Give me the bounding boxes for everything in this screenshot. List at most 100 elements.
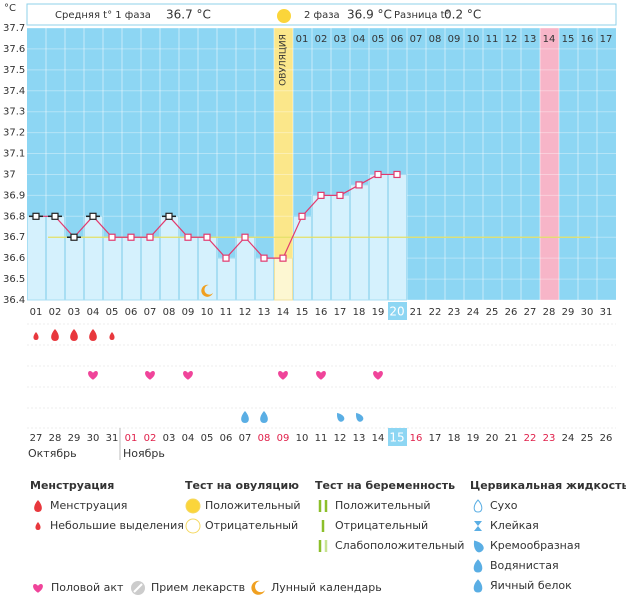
date-label: 30 [87,433,100,444]
legend-item: Половой акт [51,581,124,594]
legend-icon [473,559,483,573]
date-label: 18 [448,433,461,444]
date-label: 10 [296,433,309,444]
temperature-point [374,170,382,179]
post-ovulation-day: 15 [562,34,575,45]
y-tick-label: 37.7 [3,23,25,34]
date-label: 13 [353,433,366,444]
day-label: 27 [524,307,537,318]
heart [183,370,193,380]
creamy [356,412,364,422]
date-label: 31 [106,433,119,444]
temperature-bar [350,184,369,301]
header-bar [26,3,617,26]
day-label: 10 [201,307,214,318]
post-ovulation-day: 04 [353,34,366,45]
legend-item: Отрицательный [335,519,428,532]
date-label: 05 [201,433,214,444]
day-label: 20 [389,305,404,319]
egg-white [241,411,249,423]
y-tick-label: 37.2 [3,128,25,139]
legend-item: Кремообразная [490,539,580,552]
day-label: 09 [182,307,195,318]
day-label: 04 [87,307,100,318]
legend-item: Сухо [490,499,518,512]
day-label: 02 [49,307,62,318]
legend-icon [133,583,143,593]
date-label: 16 [410,433,423,444]
y-tick-label: 37 [3,169,16,180]
date-label: 27 [30,433,43,444]
flagged-point [70,233,78,241]
current-day [388,302,407,320]
date-label: 24 [562,433,575,444]
temperature-bar [122,236,141,301]
legend-item: Положительный [205,499,301,512]
phase1: Средняя t° 1 фаза [55,10,151,21]
flagged-point [165,212,173,220]
legend-item: Слабоположительный [335,539,464,552]
heart [373,370,383,380]
date-label: 14 [372,433,385,444]
day-label: 19 [372,307,385,318]
post-ovulation-day: 08 [429,34,442,45]
date-label: 20 [486,433,499,444]
legend-icon [185,498,201,514]
day-label: 06 [125,307,138,318]
temperature-point [317,191,325,199]
legend-icon [473,579,483,593]
legend-icon [185,518,201,534]
legend-icon [35,522,41,530]
date-label: 08 [258,433,271,444]
phase2: 2 фаза [304,10,340,21]
y-tick-label: 36.6 [3,253,25,264]
sun-icon [277,9,291,23]
temperature-point [108,233,116,241]
y-tick-label: 36.4 [3,295,25,306]
y-tick-label: 37.3 [3,107,25,118]
date-label: 21 [505,433,518,444]
day-label: 16 [315,307,328,318]
y-tick-label: 36.7 [3,232,25,243]
day-label: 23 [448,307,461,318]
date-label: 11 [315,433,328,444]
legend-icon [473,540,484,553]
day-label: 30 [581,307,594,318]
temperature-bar [274,257,293,301]
day-label: 12 [239,307,252,318]
y-tick-label: 36.5 [3,274,25,285]
y-tick-label: 37.4 [3,86,25,97]
temperature-bar [141,236,160,301]
legend-title: Тест на овуляцию [185,479,299,492]
day-label: 29 [562,307,575,318]
day-label: 05 [106,307,119,318]
date-label: 25 [581,433,594,444]
temperature-bar [312,194,331,301]
post-ovulation-day: 16 [581,34,594,45]
post-ovulation-day: 17 [600,34,613,45]
menstruation-drop [70,329,78,341]
legend-item: Яичный белок [490,579,572,592]
date-label: 03 [163,433,176,444]
post-ovulation-day: 06 [391,34,404,45]
temperature-point [298,212,306,220]
y-tick-label: 37.1 [3,149,25,160]
temperature-point [355,181,363,189]
day-label: 26 [505,307,518,318]
creamy [337,412,345,422]
temperature-point [260,254,268,262]
day-label: 13 [258,307,271,318]
light-drop [33,332,39,340]
day-label: 28 [543,307,556,318]
day-label: 25 [486,307,499,318]
post-ovulation-day: 11 [486,34,499,45]
date-label: 02 [144,433,157,444]
day-label: 08 [163,307,176,318]
ovulation-label: ОВУЛЯЦИЯ [279,34,289,86]
unit: °C [4,3,16,14]
y-tick-label: 36.8 [3,211,25,222]
day-label: 21 [410,307,423,318]
temperature-point [127,233,135,241]
date-label: 22 [524,433,537,444]
date-label: 28 [49,433,62,444]
